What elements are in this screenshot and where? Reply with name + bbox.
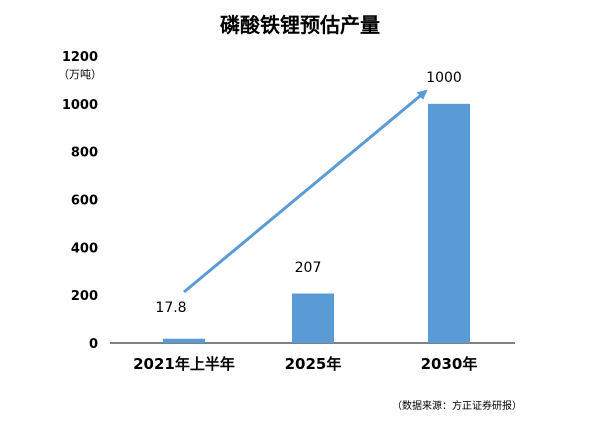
trend-arrow	[183, 89, 428, 294]
x-tick-label: 2030年	[421, 355, 478, 373]
chart-title: 磷酸铁锂预估产量	[220, 13, 380, 37]
x-axis-tick-labels: 2021年上半年 2025年 2030年	[133, 355, 477, 373]
y-tick-label: 1000	[62, 98, 98, 113]
y-tick-label: 600	[71, 194, 98, 209]
bar	[292, 293, 334, 343]
bars	[163, 103, 470, 343]
y-tick-label: 400	[71, 241, 98, 256]
y-axis-ticks: 0 200 400 600 800 1000 1200	[62, 50, 98, 352]
data-labels: 17.8 207 1000	[155, 70, 461, 316]
data-label: 207	[295, 260, 322, 276]
bar	[428, 103, 470, 343]
source-note: （数据来源：方正证券研报）	[392, 399, 522, 412]
data-label: 17.8	[155, 300, 186, 316]
y-tick-label: 200	[71, 289, 98, 304]
y-tick-label: 800	[71, 146, 98, 161]
x-tick-label: 2021年上半年	[133, 355, 235, 373]
bar	[163, 338, 205, 343]
data-label: 1000	[426, 70, 462, 86]
y-tick-label: 0	[89, 337, 98, 352]
x-tick-label: 2025年	[285, 355, 342, 373]
y-axis-unit-label: （万吨）	[58, 68, 102, 81]
y-tick-label: 1200	[62, 50, 98, 65]
